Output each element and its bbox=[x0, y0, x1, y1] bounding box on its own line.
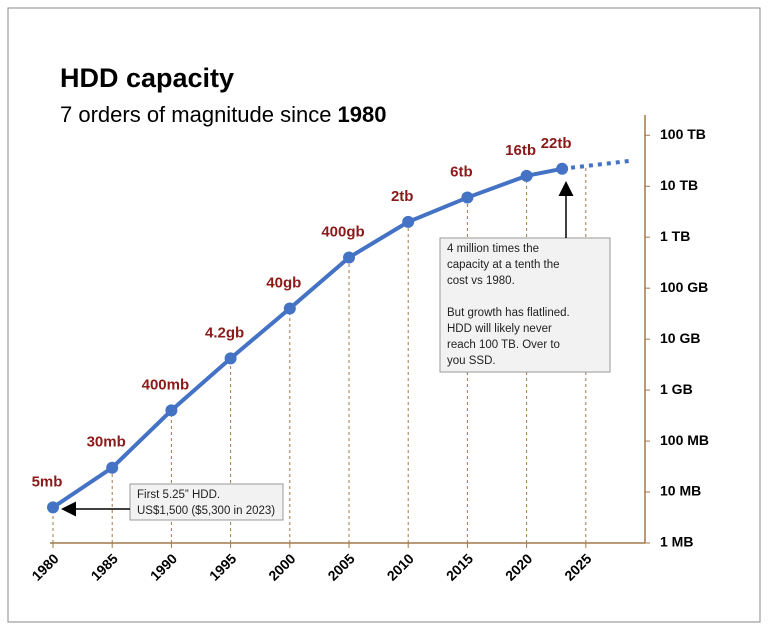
point bbox=[106, 461, 119, 474]
y-tick-label: 100 TB bbox=[660, 126, 706, 142]
annotation-text: US$1,500 ($5,300 in 2023) bbox=[137, 505, 275, 517]
frame bbox=[7, 7, 761, 623]
annotation-text: First 5.25” HDD. bbox=[137, 489, 220, 501]
point bbox=[47, 501, 59, 514]
point bbox=[283, 302, 296, 315]
point bbox=[224, 352, 237, 365]
projection-line bbox=[561, 158, 634, 171]
subtitle-text: 7 orders of magnitude since bbox=[60, 102, 332, 127]
y-tick-label: 10 MB bbox=[660, 483, 701, 499]
chart-title: HDD capacity bbox=[60, 63, 234, 93]
line bbox=[51, 166, 563, 510]
value-label: 400mb bbox=[142, 376, 190, 393]
value-label: 40gb bbox=[266, 274, 301, 291]
value-label: 5mb bbox=[32, 473, 63, 490]
value-label: 30mb bbox=[87, 434, 126, 451]
value-label: 4.2gb bbox=[205, 324, 244, 341]
annotation-text: 4 million times the bbox=[447, 243, 539, 255]
value-label: 2tb bbox=[391, 188, 414, 205]
subtitle-emphasis: 1980 bbox=[338, 102, 387, 127]
annotation-box bbox=[129, 483, 284, 521]
y-tick-label: 100 MB bbox=[660, 432, 709, 448]
annotation-box bbox=[439, 237, 611, 373]
chart-subtitle: 7 orders of magnitude since 1980 bbox=[60, 102, 386, 127]
annotation-text: cost vs 1980. bbox=[447, 275, 515, 287]
annotation-text: But growth has flatlined. bbox=[447, 307, 570, 319]
annotation-text: capacity at a tenth the bbox=[447, 259, 560, 271]
y-tick-label: 100 GB bbox=[660, 279, 708, 295]
point bbox=[343, 251, 355, 264]
y-tick-label: 1 MB bbox=[660, 534, 693, 550]
point bbox=[402, 215, 415, 228]
point bbox=[461, 191, 474, 204]
y-tick-label: 10 GB bbox=[660, 330, 700, 346]
y-tick-label: 1 GB bbox=[660, 381, 693, 397]
point bbox=[520, 169, 533, 182]
point bbox=[556, 162, 569, 175]
annotation-text: HDD will likely never bbox=[447, 323, 552, 335]
value-label: 22tb bbox=[541, 135, 572, 152]
value-label: 16tb bbox=[505, 142, 536, 159]
annotation-text: reach 100 TB. Over to bbox=[447, 339, 560, 351]
y-tick-label: 10 TB bbox=[660, 177, 698, 193]
point bbox=[165, 404, 178, 417]
y-tick-label: 1 TB bbox=[660, 228, 690, 244]
annotation-text: you SSD. bbox=[447, 355, 496, 367]
value-label: 6tb bbox=[450, 164, 473, 181]
value-label: 400gb bbox=[321, 223, 364, 240]
